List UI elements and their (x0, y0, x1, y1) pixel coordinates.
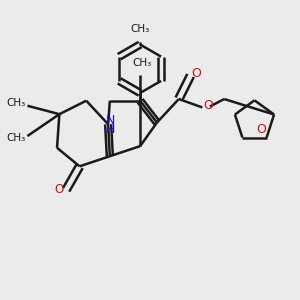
Text: CH₃: CH₃ (7, 98, 26, 108)
Text: H: H (106, 123, 115, 136)
Text: O: O (191, 67, 201, 80)
Text: O: O (54, 183, 63, 196)
Text: N: N (106, 114, 115, 127)
Text: CH₃: CH₃ (130, 24, 150, 34)
Text: O: O (203, 99, 213, 112)
Text: CH₃: CH₃ (7, 133, 26, 142)
Text: CH₃: CH₃ (132, 58, 151, 68)
Text: O: O (256, 123, 266, 136)
